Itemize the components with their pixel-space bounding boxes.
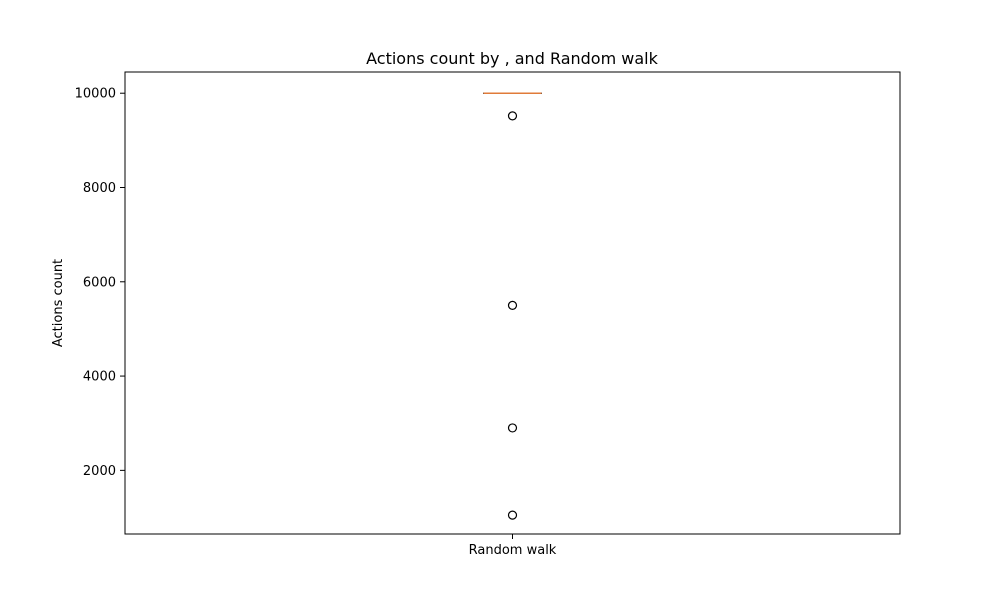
plot-frame [125, 72, 900, 534]
x-tick-label: Random walk [469, 543, 557, 558]
outlier-point [509, 424, 517, 432]
y-tick-label: 10000 [75, 87, 116, 102]
plot-area: 2000 4000 6000 8000 10000 Random walk [75, 72, 900, 558]
y-tick-label: 8000 [83, 181, 116, 196]
outlier-point [509, 301, 517, 309]
outlier-point [509, 511, 517, 519]
y-axis-label: Actions count [51, 259, 66, 347]
outlier-point [509, 112, 517, 120]
chart-title: Actions count by , and Random walk [366, 49, 658, 68]
y-tick-label: 6000 [83, 275, 116, 290]
y-tick-label: 2000 [83, 464, 116, 479]
y-tick-label: 4000 [83, 370, 116, 385]
